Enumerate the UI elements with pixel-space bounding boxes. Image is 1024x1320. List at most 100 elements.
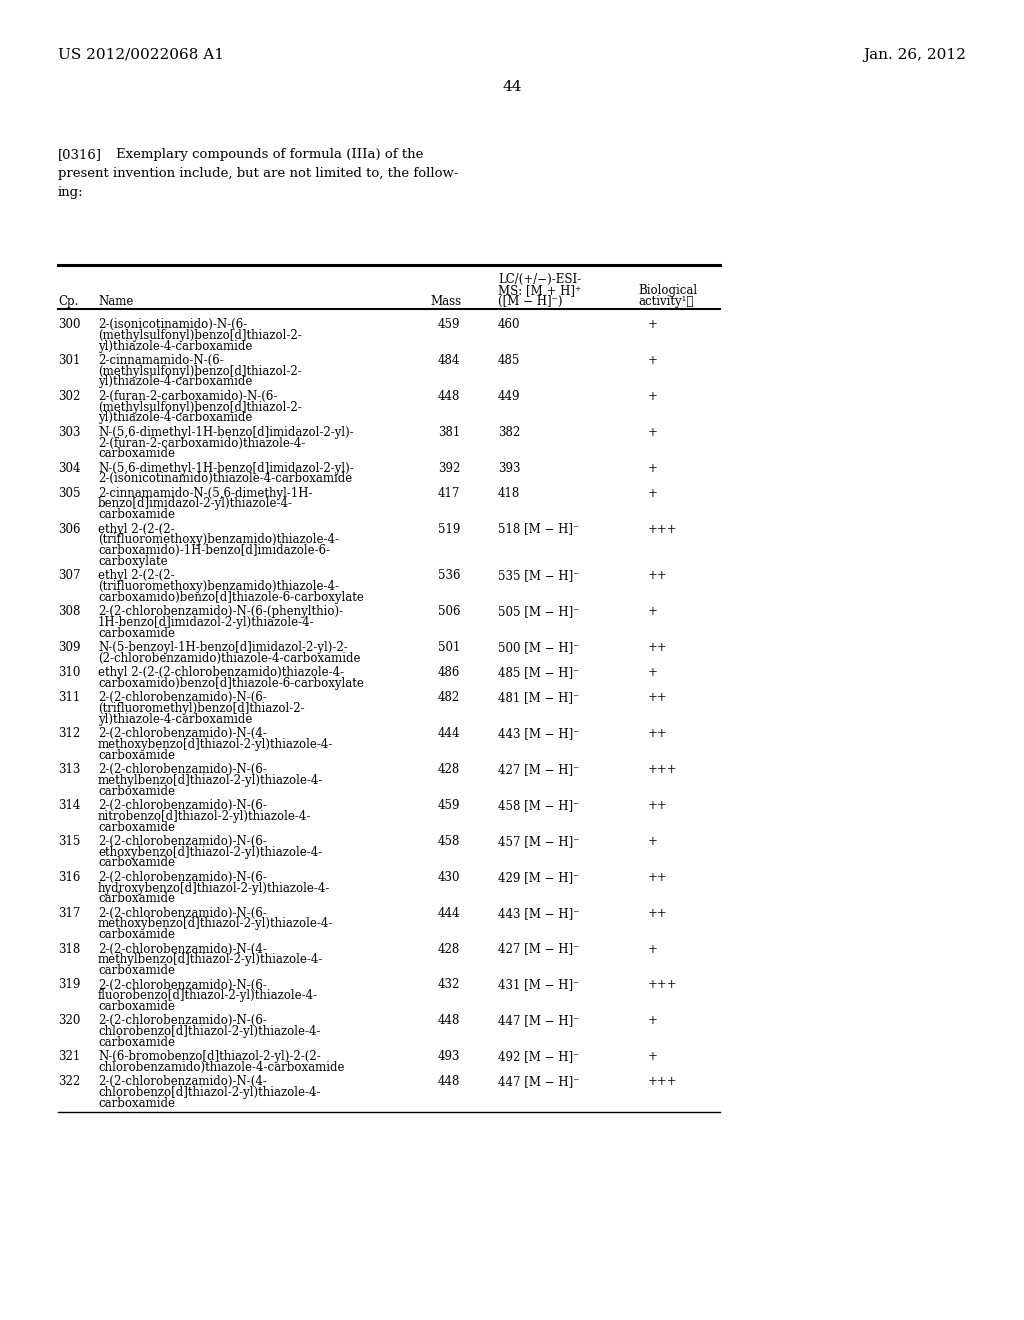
Text: 313: 313 [58, 763, 80, 776]
Text: carboxamide: carboxamide [98, 892, 175, 906]
Text: US 2012/0022068 A1: US 2012/0022068 A1 [58, 48, 224, 62]
Text: 458 [M − H]⁻: 458 [M − H]⁻ [498, 799, 580, 812]
Text: 381: 381 [438, 425, 460, 438]
Text: carboxamide: carboxamide [98, 928, 175, 941]
Text: 2-(2-chlorobenzamido)-N-(6-(phenylthio)-: 2-(2-chlorobenzamido)-N-(6-(phenylthio)- [98, 605, 343, 618]
Text: 314: 314 [58, 799, 80, 812]
Text: 492 [M − H]⁻: 492 [M − H]⁻ [498, 1051, 580, 1064]
Text: 427 [M − H]⁻: 427 [M − H]⁻ [498, 942, 580, 956]
Text: 302: 302 [58, 389, 80, 403]
Text: (trifluoromethoxy)benzamido)thiazole-4-: (trifluoromethoxy)benzamido)thiazole-4- [98, 533, 339, 546]
Text: 311: 311 [58, 692, 80, 705]
Text: Exemplary compounds of formula (IIIa) of the: Exemplary compounds of formula (IIIa) of… [116, 148, 423, 161]
Text: [0316]: [0316] [58, 148, 102, 161]
Text: 318: 318 [58, 942, 80, 956]
Text: 392: 392 [438, 462, 461, 475]
Text: 431 [M − H]⁻: 431 [M − H]⁻ [498, 978, 580, 991]
Text: 310: 310 [58, 667, 80, 680]
Text: 304: 304 [58, 462, 81, 475]
Text: fluorobenzo[d]thiazol-2-yl)thiazole-4-: fluorobenzo[d]thiazol-2-yl)thiazole-4- [98, 989, 318, 1002]
Text: carboxamide: carboxamide [98, 1036, 175, 1049]
Text: (2-chlorobenzamido)thiazole-4-carboxamide: (2-chlorobenzamido)thiazole-4-carboxamid… [98, 652, 360, 665]
Text: +++: +++ [648, 523, 678, 536]
Text: Cp.: Cp. [58, 294, 79, 308]
Text: ethoxybenzo[d]thiazol-2-yl)thiazole-4-: ethoxybenzo[d]thiazol-2-yl)thiazole-4- [98, 846, 323, 859]
Text: +: + [648, 354, 657, 367]
Text: 443 [M − H]⁻: 443 [M − H]⁻ [498, 907, 580, 920]
Text: 317: 317 [58, 907, 80, 920]
Text: 322: 322 [58, 1076, 80, 1089]
Text: +: + [648, 942, 657, 956]
Text: yl)thiazole-4-carboxamide: yl)thiazole-4-carboxamide [98, 339, 252, 352]
Text: 301: 301 [58, 354, 80, 367]
Text: 460: 460 [498, 318, 520, 331]
Text: (methylsulfonyl)benzo[d]thiazol-2-: (methylsulfonyl)benzo[d]thiazol-2- [98, 400, 302, 413]
Text: benzo[d]imidazol-2-yl)thiazole-4-: benzo[d]imidazol-2-yl)thiazole-4- [98, 498, 293, 511]
Text: 2-(2-chlorobenzamido)-N-(4-: 2-(2-chlorobenzamido)-N-(4- [98, 942, 267, 956]
Text: 448: 448 [438, 389, 461, 403]
Text: 1H-benzo[d]imidazol-2-yl)thiazole-4-: 1H-benzo[d]imidazol-2-yl)thiazole-4- [98, 616, 314, 630]
Text: 418: 418 [498, 487, 520, 500]
Text: carboxamide: carboxamide [98, 508, 175, 521]
Text: 428: 428 [438, 942, 460, 956]
Text: (methylsulfonyl)benzo[d]thiazol-2-: (methylsulfonyl)benzo[d]thiazol-2- [98, 329, 302, 342]
Text: +: + [648, 605, 657, 618]
Text: +: + [648, 425, 657, 438]
Text: 459: 459 [438, 318, 461, 331]
Text: 481 [M − H]⁻: 481 [M − H]⁻ [498, 692, 580, 705]
Text: +: + [648, 1014, 657, 1027]
Text: nitrobenzo[d]thiazol-2-yl)thiazole-4-: nitrobenzo[d]thiazol-2-yl)thiazole-4- [98, 809, 311, 822]
Text: 429 [M − H]⁻: 429 [M − H]⁻ [498, 871, 580, 884]
Text: 2-(2-chlorobenzamido)-N-(6-: 2-(2-chlorobenzamido)-N-(6- [98, 978, 267, 991]
Text: Mass: Mass [430, 294, 461, 308]
Text: ++: ++ [648, 799, 668, 812]
Text: ([M − H]⁻): ([M − H]⁻) [498, 294, 562, 308]
Text: 2-(2-chlorobenzamido)-N-(6-: 2-(2-chlorobenzamido)-N-(6- [98, 692, 267, 705]
Text: methoxybenzo[d]thiazol-2-yl)thiazole-4-: methoxybenzo[d]thiazol-2-yl)thiazole-4- [98, 917, 334, 931]
Text: +++: +++ [648, 763, 678, 776]
Text: carboxamido)-1H-benzo[d]imidazole-6-: carboxamido)-1H-benzo[d]imidazole-6- [98, 544, 330, 557]
Text: 505 [M − H]⁻: 505 [M − H]⁻ [498, 605, 580, 618]
Text: N-(5,6-dimethyl-1H-benzo[d]imidazol-2-yl)-: N-(5,6-dimethyl-1H-benzo[d]imidazol-2-yl… [98, 462, 353, 475]
Text: N-(5-benzoyl-1H-benzo[d]imidazol-2-yl)-2-: N-(5-benzoyl-1H-benzo[d]imidazol-2-yl)-2… [98, 642, 348, 655]
Text: 2-(2-chlorobenzamido)-N-(6-: 2-(2-chlorobenzamido)-N-(6- [98, 1014, 267, 1027]
Text: LC/(+/−)-ESI-: LC/(+/−)-ESI- [498, 273, 582, 286]
Text: 382: 382 [498, 425, 520, 438]
Text: 312: 312 [58, 727, 80, 741]
Text: 500 [M − H]⁻: 500 [M − H]⁻ [498, 642, 580, 655]
Text: 458: 458 [438, 834, 461, 847]
Text: ethyl 2-(2-(2-chlorobenzamido)thiazole-4-: ethyl 2-(2-(2-chlorobenzamido)thiazole-4… [98, 667, 344, 680]
Text: 493: 493 [438, 1051, 461, 1064]
Text: +: + [648, 318, 657, 331]
Text: 2-(2-chlorobenzamido)-N-(6-: 2-(2-chlorobenzamido)-N-(6- [98, 907, 267, 920]
Text: carboxamide: carboxamide [98, 1001, 175, 1012]
Text: 306: 306 [58, 523, 81, 536]
Text: 2-(2-chlorobenzamido)-N-(6-: 2-(2-chlorobenzamido)-N-(6- [98, 763, 267, 776]
Text: 2-cinnamamido-N-(5,6-dimethyl-1H-: 2-cinnamamido-N-(5,6-dimethyl-1H- [98, 487, 312, 500]
Text: 2-(isonicotinamido)-N-(6-: 2-(isonicotinamido)-N-(6- [98, 318, 247, 331]
Text: 307: 307 [58, 569, 81, 582]
Text: ++: ++ [648, 569, 668, 582]
Text: 430: 430 [438, 871, 461, 884]
Text: 321: 321 [58, 1051, 80, 1064]
Text: 443 [M − H]⁻: 443 [M − H]⁻ [498, 727, 580, 741]
Text: chlorobenzo[d]thiazol-2-yl)thiazole-4-: chlorobenzo[d]thiazol-2-yl)thiazole-4- [98, 1026, 321, 1039]
Text: ethyl 2-(2-(2-: ethyl 2-(2-(2- [98, 523, 175, 536]
Text: (trifluoromethoxy)benzamido)thiazole-4-: (trifluoromethoxy)benzamido)thiazole-4- [98, 579, 339, 593]
Text: ++: ++ [648, 642, 668, 655]
Text: hydroxybenzo[d]thiazol-2-yl)thiazole-4-: hydroxybenzo[d]thiazol-2-yl)thiazole-4- [98, 882, 331, 895]
Text: 2-(2-chlorobenzamido)-N-(6-: 2-(2-chlorobenzamido)-N-(6- [98, 871, 267, 884]
Text: 484: 484 [438, 354, 461, 367]
Text: yl)thiazole-4-carboxamide: yl)thiazole-4-carboxamide [98, 375, 252, 388]
Text: 316: 316 [58, 871, 80, 884]
Text: Name: Name [98, 294, 133, 308]
Text: 308: 308 [58, 605, 80, 618]
Text: 485: 485 [498, 354, 520, 367]
Text: 536: 536 [438, 569, 461, 582]
Text: carboxamide: carboxamide [98, 784, 175, 797]
Text: yl)thiazole-4-carboxamide: yl)thiazole-4-carboxamide [98, 713, 252, 726]
Text: N-(6-bromobenzo[d]thiazol-2-yl)-2-(2-: N-(6-bromobenzo[d]thiazol-2-yl)-2-(2- [98, 1051, 321, 1064]
Text: carboxamide: carboxamide [98, 821, 175, 834]
Text: 2-(2-chlorobenzamido)-N-(6-: 2-(2-chlorobenzamido)-N-(6- [98, 799, 267, 812]
Text: 428: 428 [438, 763, 460, 776]
